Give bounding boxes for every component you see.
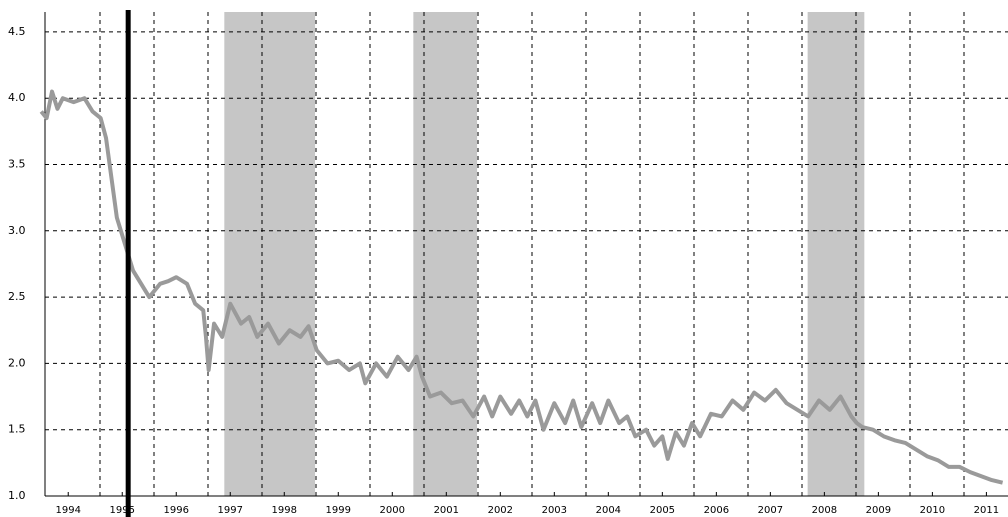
x-tick-label: 2011	[974, 505, 999, 516]
grid	[45, 12, 1008, 496]
x-tick-label: 2000	[380, 505, 405, 516]
shaded-region	[224, 12, 316, 496]
x-tick-label: 1994	[55, 505, 80, 516]
x-tick-label: 2003	[542, 505, 567, 516]
series-line	[39, 89, 1004, 485]
x-tick-label: 1996	[164, 505, 189, 516]
y-tick-label: 4.0	[8, 91, 26, 104]
x-tick-label: 2004	[596, 505, 621, 516]
y-tick-label: 2.0	[8, 356, 26, 369]
y-tick-label: 3.0	[8, 224, 26, 237]
x-tick-label: 2001	[434, 505, 459, 516]
y-tick-label: 1.5	[8, 423, 26, 436]
x-tick-label: 1998	[272, 505, 297, 516]
x-tick-label: 2007	[758, 505, 783, 516]
y-tick-label: 4.5	[8, 25, 26, 38]
y-tick-label: 1.0	[8, 489, 26, 502]
shaded-region	[807, 12, 865, 496]
x-tick-label: 2002	[488, 505, 513, 516]
y-tick-label: 3.5	[8, 157, 26, 170]
shaded-region	[413, 12, 478, 496]
x-tick-label: 2010	[920, 505, 945, 516]
y-tick-label: 2.5	[8, 290, 26, 303]
x-tick-label: 2005	[650, 505, 675, 516]
x-tick-label: 2008	[812, 505, 837, 516]
x-tick-label: 1997	[218, 505, 243, 516]
x-tick-label: 2006	[704, 505, 729, 516]
x-tick-label: 1995	[110, 505, 135, 516]
x-tick-label: 2009	[866, 505, 891, 516]
x-tick-label: 1999	[326, 505, 351, 516]
